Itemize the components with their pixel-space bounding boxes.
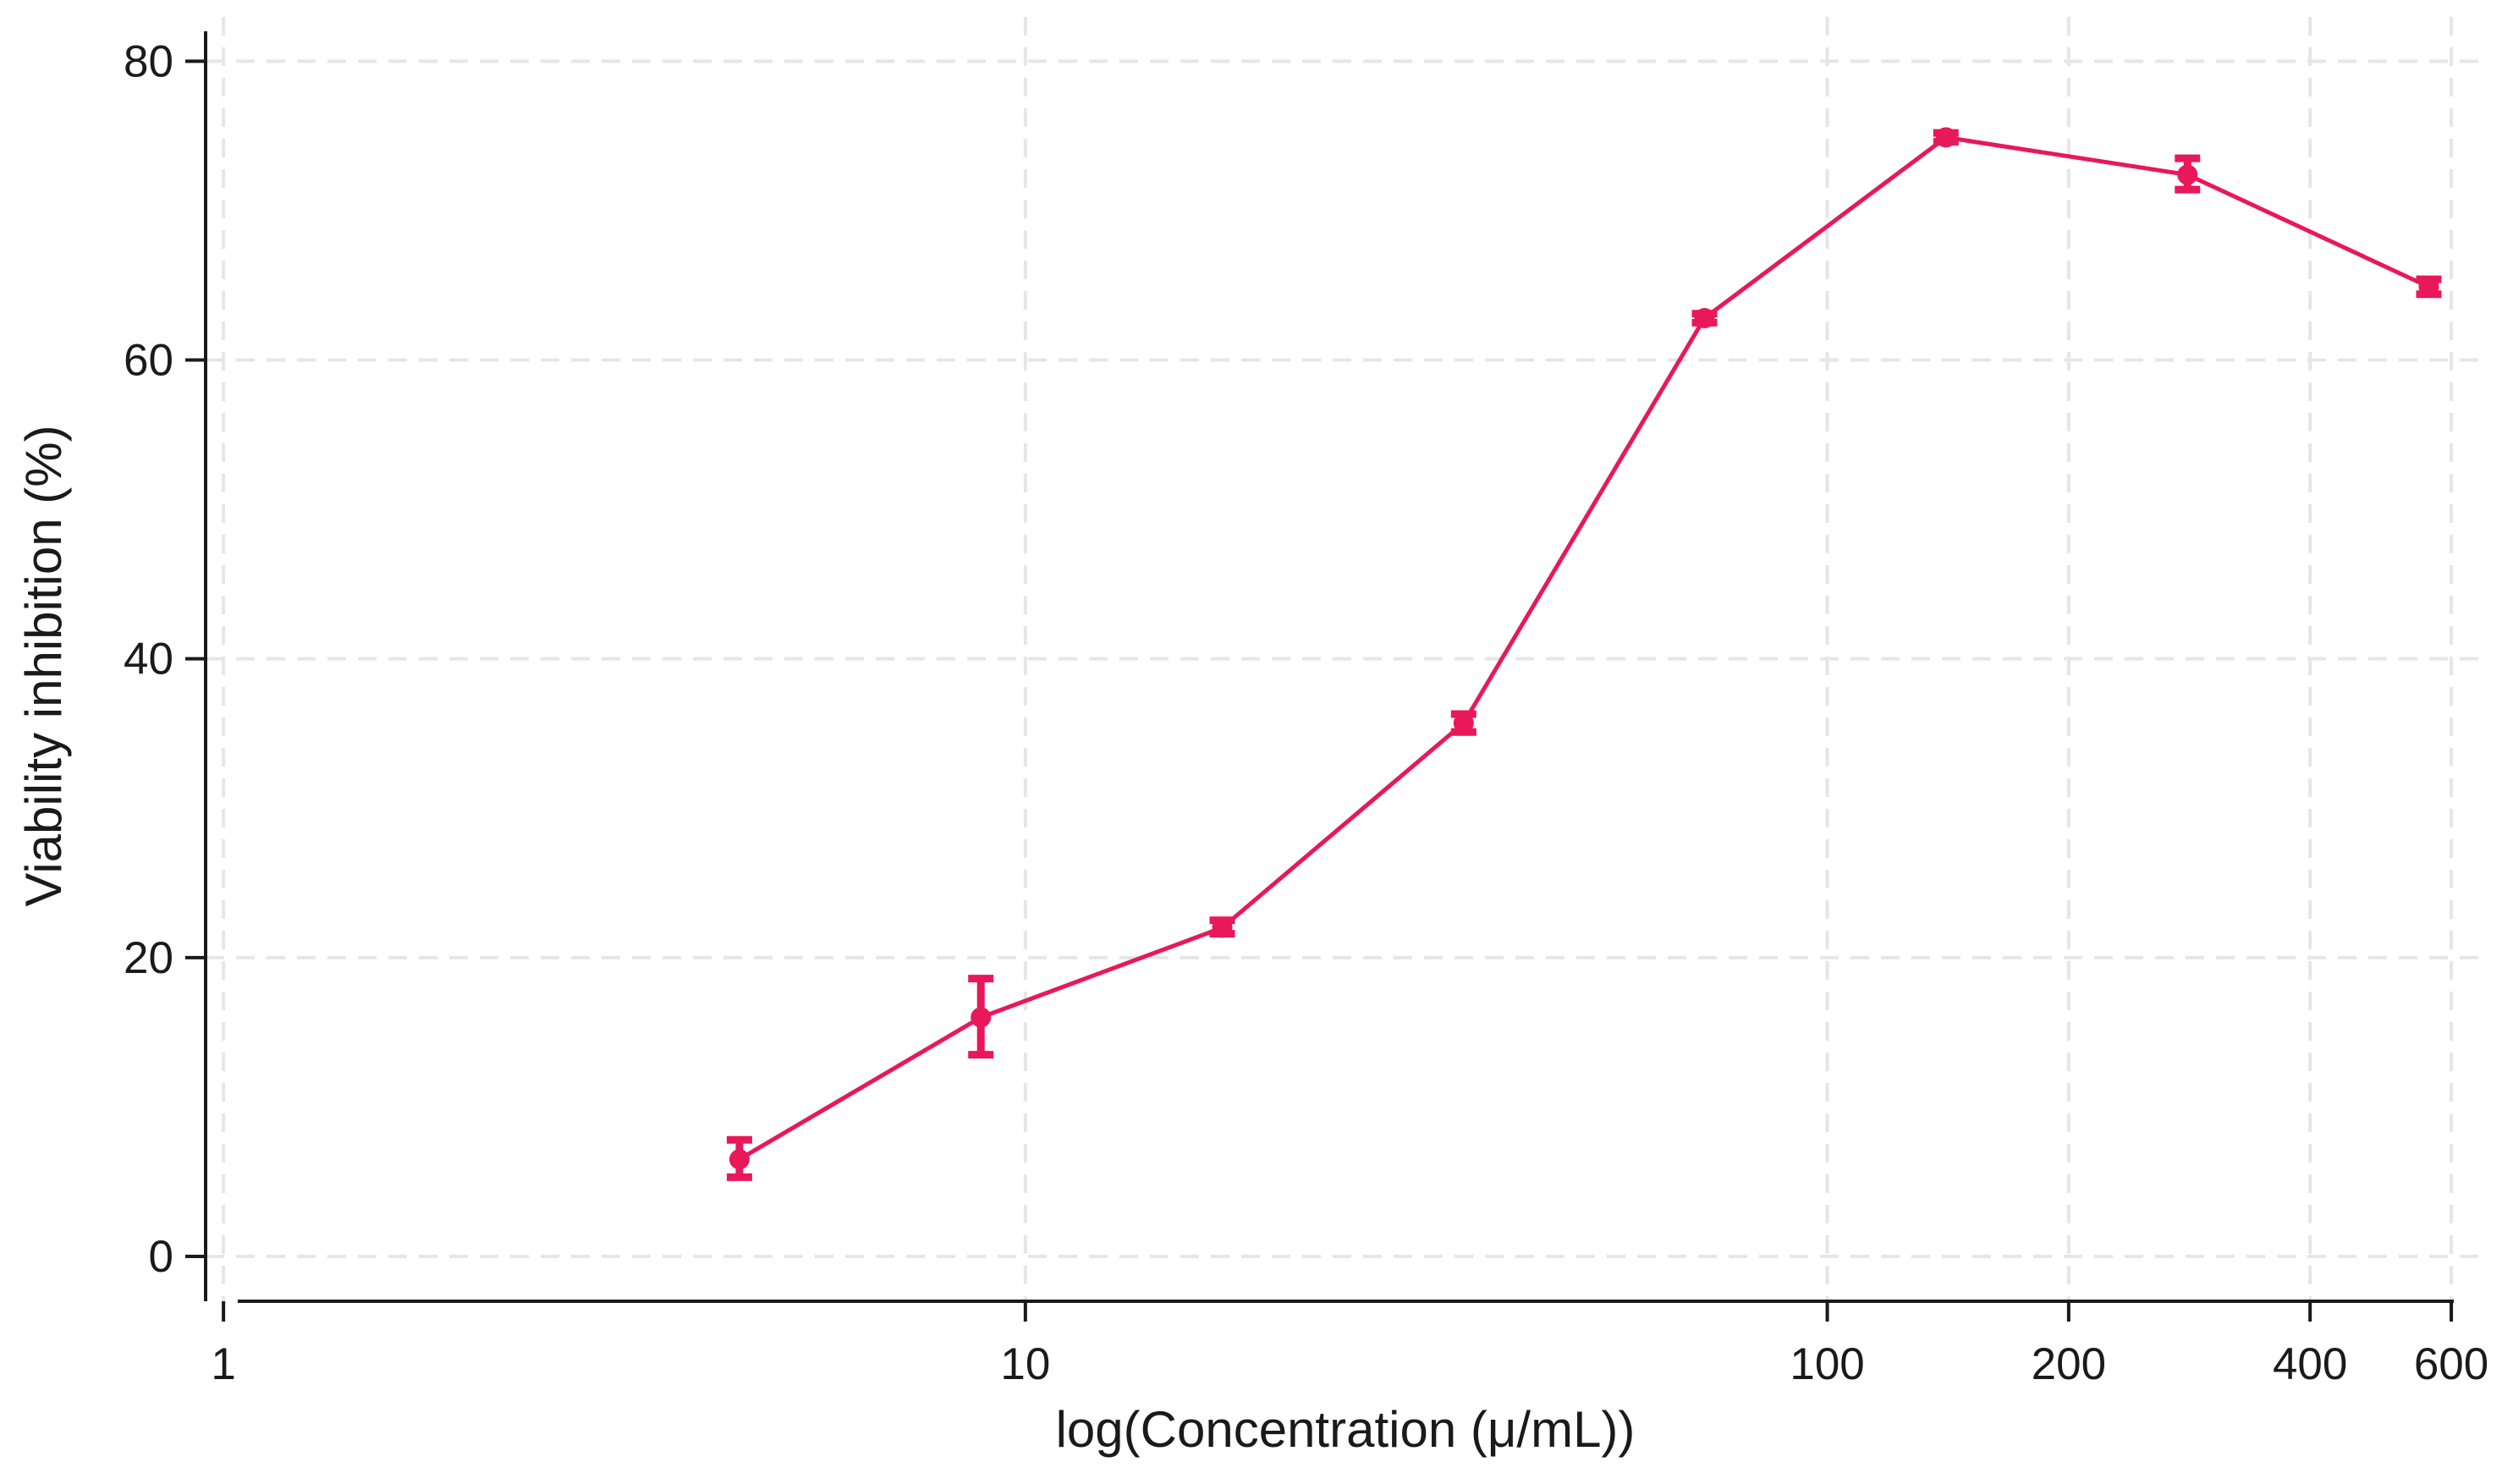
data-point	[729, 1149, 750, 1170]
x-tick-label: 200	[2032, 1339, 2106, 1389]
x-tick-label: 1	[211, 1339, 235, 1389]
y-tick-label: 0	[149, 1232, 173, 1282]
data-point	[1694, 308, 1715, 329]
series-line	[738, 135, 2430, 1162]
data-point	[1935, 127, 1956, 148]
data-point	[2177, 164, 2198, 185]
data-marks	[726, 127, 2442, 1181]
x-tick-label: 400	[2273, 1339, 2347, 1389]
data-point	[1453, 712, 1474, 734]
x-tick-label: 600	[2414, 1339, 2488, 1389]
x-tick-label: 100	[1790, 1339, 1864, 1389]
data-point	[2418, 276, 2439, 297]
axes	[204, 31, 2454, 1303]
data-point	[1212, 917, 1233, 938]
x-axis-title: log(Concentration (μ/mL))	[1056, 1401, 1636, 1458]
y-tick-label: 20	[124, 933, 173, 983]
data-point	[971, 1007, 992, 1028]
x-tick-label: 10	[1000, 1339, 1050, 1389]
y-tick-label: 40	[124, 635, 173, 684]
y-tick-label: 80	[124, 36, 173, 86]
ticks: 0 20 40 60 80 1 10 100 200 400 600	[124, 36, 2488, 1389]
y-tick-label: 60	[124, 335, 173, 385]
grid-lines	[206, 17, 2479, 1301]
y-axis-title: Viability inhibition (%)	[15, 425, 72, 906]
